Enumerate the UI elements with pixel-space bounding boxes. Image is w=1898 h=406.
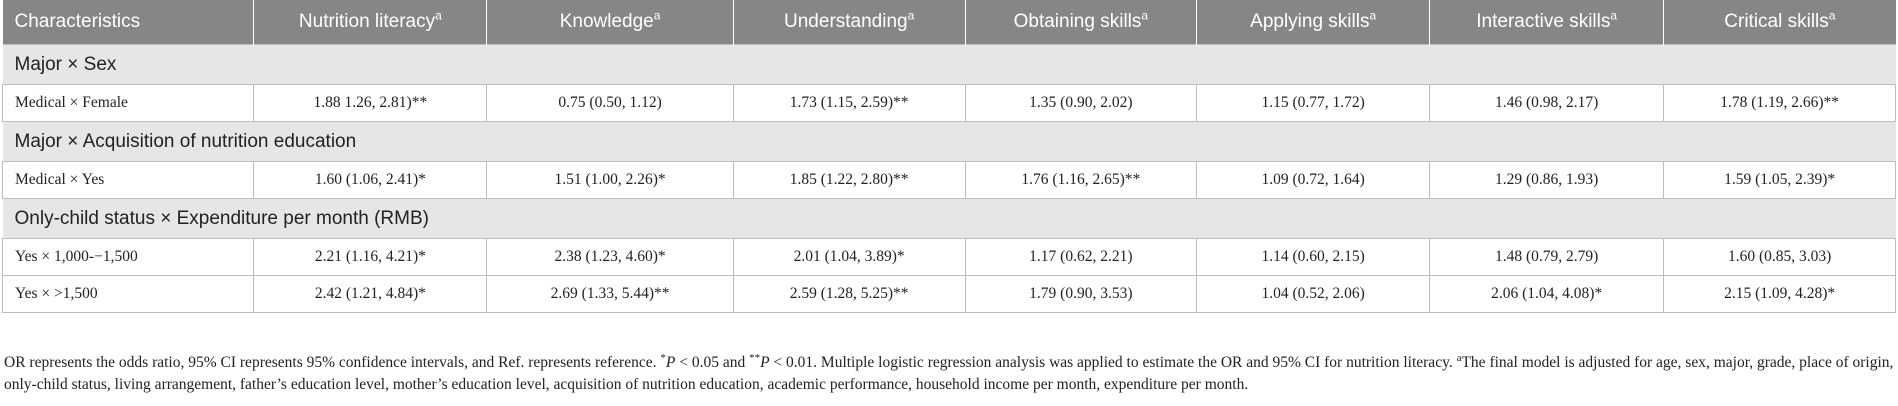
table-footnote: OR represents the odds ratio, 95% CI rep…	[4, 352, 1894, 396]
column-header-superscript: a	[1610, 8, 1618, 23]
table-body: Major × Sex Medical × Female 1.88 1.26, 2.…	[1, 44, 1896, 313]
table-cell: 2.38 (1.23, 4.60)*	[486, 238, 734, 276]
table-cell: 1.14 (0.60, 2.15)	[1196, 238, 1431, 276]
group-title: Major × Acquisition of nutrition educati…	[2, 121, 1896, 162]
column-header: Interactive skillsa	[1429, 0, 1664, 45]
column-header-label: Nutrition literacy	[298, 11, 436, 32]
column-header-label: Characteristics	[14, 11, 141, 32]
table-cell: 1.48 (0.79, 2.79)	[1429, 238, 1665, 276]
row-label-cell: Yes × >1,500	[1, 275, 255, 313]
table-cell: 2.59 (1.28, 5.25)**	[732, 275, 966, 313]
table-cell: 1.35 (0.90, 2.02)	[964, 84, 1198, 122]
table-cell: 1.78 (1.19, 2.66)**	[1663, 84, 1896, 122]
footnote-superscript: a	[1456, 351, 1462, 364]
table-row: Medical × Female 1.88 1.26, 2.81)** 0.75 (…	[1, 84, 1896, 122]
table-cell: 1.88 1.26, 2.81)**	[253, 84, 488, 122]
table-cell: 1.29 (0.86, 1.93)	[1429, 161, 1665, 199]
footnote-text: The final model is adjusted for age, sex…	[4, 354, 1894, 393]
column-header: Obtaining skillsa	[964, 0, 1197, 45]
table-cell: 1.79 (0.90, 3.53)	[964, 275, 1198, 313]
column-header-label: Knowledge	[559, 11, 654, 32]
footnote-p: P	[760, 354, 770, 371]
footnote-star: **	[749, 351, 761, 364]
table-cell: 1.09 (0.72, 1.64)	[1196, 161, 1431, 199]
column-header-superscript: a	[653, 8, 661, 23]
table-cell: 1.60 (1.06, 2.41)*	[253, 161, 488, 199]
header-row: Characteristics Nutrition literacya Knowle…	[2, 0, 1896, 45]
table-cell: 1.51 (1.00, 2.26)*	[486, 161, 734, 199]
group-title: Major × Sex	[2, 44, 1896, 85]
column-header-label: Applying skills	[1250, 11, 1370, 32]
column-header: Understandinga	[732, 0, 965, 45]
row-label-cell: Medical × Female	[1, 84, 255, 122]
footnote-text: < 0.01. Multiple logistic regression ana…	[769, 354, 1457, 371]
interaction-table: Characteristics Nutrition literacya Knowle…	[1, 0, 1896, 313]
column-header: Critical skillsa	[1663, 0, 1896, 45]
column-header: Applying skillsa	[1196, 0, 1430, 45]
column-header-superscript: a	[435, 8, 442, 23]
table-cell: 1.85 (1.22, 2.80)**	[732, 161, 966, 199]
table-cell: 1.73 (1.15, 2.59)**	[732, 84, 966, 122]
table-row: Medical × Yes 1.60 (1.06, 2.41)* 1.51 (1.0…	[1, 161, 1896, 199]
column-header-label: Critical skills	[1724, 11, 1829, 32]
table-cell: 1.60 (0.85, 3.03)	[1663, 238, 1896, 276]
column-header-label: Obtaining skills	[1013, 11, 1142, 32]
group-header-row: Only-child status × Expenditure per mont…	[2, 198, 1896, 239]
column-header-superscript: a	[1141, 8, 1149, 23]
table-cell: 2.69 (1.33, 5.44)**	[486, 275, 734, 313]
column-header-label: Interactive skills	[1476, 11, 1611, 32]
table-cell: 0.75 (0.50, 1.12)	[486, 84, 734, 122]
footnote-text: OR represents the odds ratio, 95% CI rep…	[4, 354, 661, 371]
table-row: Yes × >1,500 2.42 (1.21, 4.84)* 2.69 (1.33…	[1, 275, 1896, 313]
table-cell: 2.06 (1.04, 4.08)*	[1429, 275, 1665, 313]
column-header-superscript: a	[1828, 8, 1836, 23]
table-cell: 1.15 (0.77, 1.72)	[1196, 84, 1431, 122]
group-header-row: Major × Sex	[2, 44, 1896, 85]
table-header: Characteristics Nutrition literacya Knowle…	[2, 0, 1896, 45]
column-header: Knowledgea	[486, 0, 734, 45]
column-header-superscript: a	[1369, 8, 1377, 23]
table-cell: 1.76 (1.16, 2.65)**	[964, 161, 1198, 199]
table-cell: 1.59 (1.05, 2.39)*	[1663, 161, 1896, 199]
column-header: Nutrition literacya	[253, 0, 487, 45]
row-label-cell: Yes × 1,000-−1,500	[1, 238, 255, 276]
table-cell: 2.42 (1.21, 4.84)*	[253, 275, 488, 313]
row-label-cell: Medical × Yes	[1, 161, 255, 199]
group-title: Only-child status × Expenditure per mont…	[2, 198, 1896, 239]
column-header-label: Understanding	[784, 11, 908, 32]
table-cell: 1.46 (0.98, 2.17)	[1429, 84, 1665, 122]
table-row: Yes × 1,000-−1,500 2.21 (1.16, 4.21)* 2.38…	[1, 238, 1896, 276]
column-header-superscript: a	[907, 8, 915, 23]
group-header-row: Major × Acquisition of nutrition educati…	[2, 121, 1896, 162]
table-cell: 1.17 (0.62, 2.21)	[964, 238, 1198, 276]
table-cell: 2.01 (1.04, 3.89)*	[732, 238, 966, 276]
table-cell: 1.04 (0.52, 2.06)	[1196, 275, 1431, 313]
footnote-p: P	[665, 354, 676, 371]
column-header: Characteristics	[2, 0, 254, 45]
footnote-text: < 0.05 and	[675, 354, 750, 371]
table-cell: 2.15 (1.09, 4.28)*	[1663, 275, 1896, 313]
table-cell: 2.21 (1.16, 4.21)*	[253, 238, 488, 276]
footnote-star: *	[660, 351, 666, 364]
